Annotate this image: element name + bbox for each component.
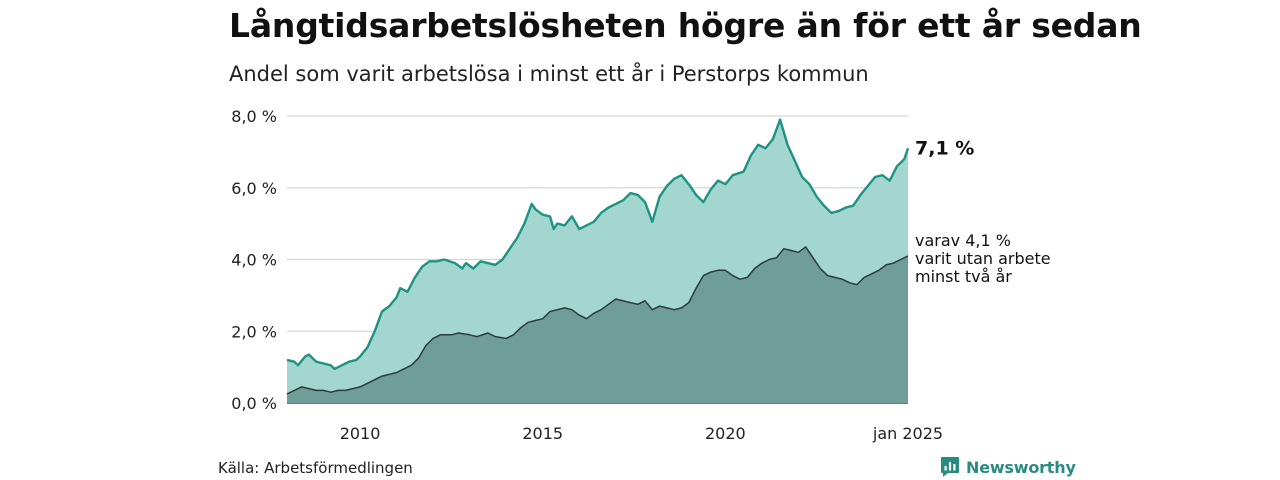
y-tick-label: 8,0 %	[231, 107, 277, 126]
y-tick-label: 4,0 %	[231, 251, 277, 270]
newsworthy-logo-icon	[941, 457, 959, 477]
series-area-two-year	[287, 246, 908, 403]
x-tick-label: 2020	[705, 424, 746, 443]
brand-name: Newsworthy	[966, 457, 1076, 477]
source-note: Källa: Arbetsförmedlingen	[218, 459, 413, 477]
annotation-line-3: minst två år	[915, 267, 1012, 286]
y-tick-label: 6,0 %	[231, 179, 277, 198]
series-areas	[287, 119, 908, 403]
chart-subtitle: Andel som varit arbetslösa i minst ett å…	[229, 62, 869, 86]
y-axis: 0,0 % 2,0 % 4,0 % 6,0 % 8,0 %	[231, 107, 277, 413]
annotation-line-1: varav 4,1 %	[915, 231, 1011, 250]
series-line-two-year	[286, 246, 909, 395]
annotation-line-2: varit utan arbete	[915, 249, 1051, 268]
x-axis: 2010 2015 2020 jan 2025	[340, 424, 943, 443]
x-tick-label: jan 2025	[872, 424, 943, 443]
chart-title: Långtidsarbetslösheten högre än för ett …	[229, 6, 1142, 45]
x-tick-label: 2015	[522, 424, 563, 443]
series-lines	[286, 118, 910, 395]
y-tick-label: 2,0 %	[231, 322, 277, 341]
y-tick-label: 0,0 %	[231, 394, 277, 413]
x-tick-label: 2010	[340, 424, 381, 443]
brand-logo[interactable]: Newsworthy	[940, 456, 1076, 478]
secondary-series-annotation: varav 4,1 % varit utan arbete minst två …	[915, 231, 1056, 286]
end-value-label: 7,1 %	[915, 137, 974, 159]
series-line-one-year	[286, 118, 910, 371]
